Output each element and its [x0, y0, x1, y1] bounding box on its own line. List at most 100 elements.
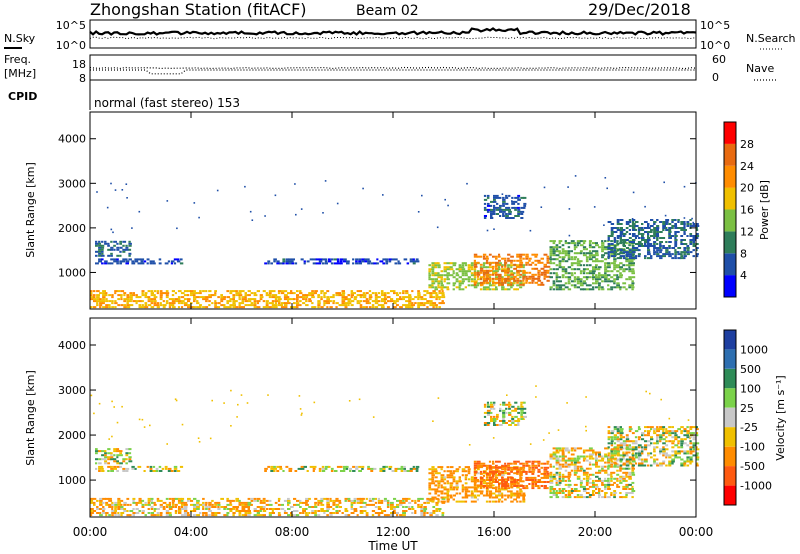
power-cell-371 — [296, 296, 299, 299]
velocity-cell-2047 — [680, 444, 683, 447]
power-cell-336 — [277, 300, 281, 303]
velocity-cell-1155 — [501, 483, 505, 485]
power-cell-735 — [282, 258, 285, 261]
power-cell-554 — [408, 300, 412, 303]
velocity-cell-2089 — [689, 428, 693, 431]
velocity-cell-603 — [113, 448, 117, 451]
velocity-cell-907 — [470, 480, 475, 483]
power-cell-483 — [365, 298, 369, 301]
power-cell-472 — [359, 296, 363, 299]
power-cell-914 — [458, 264, 462, 267]
power-cell-15 — [96, 298, 100, 301]
power-cell-1289 — [543, 273, 547, 276]
velocity-cell-1611 — [598, 496, 601, 499]
power-cell-374 — [299, 304, 302, 307]
power-cell-552 — [408, 304, 412, 307]
power-cell-1744 — [625, 268, 628, 271]
power-cell-1235 — [522, 269, 525, 272]
velocity-cell-575 — [95, 450, 99, 453]
power-cell-1947 — [650, 257, 653, 260]
power-cell-1693 — [613, 278, 617, 281]
velocity-cell-2061 — [683, 434, 687, 437]
velocity-cell-496 — [393, 510, 396, 512]
power-cell-395 — [311, 294, 315, 297]
power-cell-1420 — [552, 252, 556, 255]
velocity-cell-1498 — [570, 459, 575, 462]
velocity-cell-259 — [238, 501, 242, 504]
velocity-cell-555 — [429, 499, 433, 502]
velocity-cell-78 — [132, 512, 137, 514]
velocity-cell-2139 — [230, 425, 232, 427]
velocity-cell-274 — [247, 512, 252, 514]
velocity-cell-1285 — [546, 470, 549, 473]
power-cell-1526 — [576, 280, 581, 283]
velocity-cell-1732 — [622, 447, 625, 450]
velocity-cell-18 — [99, 503, 103, 506]
velocity-cell-329 — [283, 512, 288, 514]
velocity-cell-1503 — [573, 496, 577, 499]
velocity-cell-2137 — [98, 402, 101, 405]
velocity-cell-1796 — [610, 442, 613, 445]
power-cell-530 — [393, 290, 396, 293]
velocity-cell-1230 — [528, 466, 532, 469]
power-cell-459 — [350, 294, 354, 297]
power-cell-512 — [380, 290, 384, 293]
power-cell-603 — [435, 294, 439, 297]
velocity-cell-1627 — [601, 483, 605, 486]
velocity-cell-231 — [223, 514, 227, 517]
velocity-cell-183 — [193, 508, 197, 510]
velocity-cell-1530 — [576, 447, 581, 450]
velocity-cell-646 — [125, 467, 130, 470]
power-cell-35 — [105, 300, 108, 303]
power-colorbar-tick-6: 28 — [740, 138, 754, 151]
velocity-cell-1109 — [482, 479, 486, 481]
velocity-cell-1711 — [619, 477, 623, 480]
velocity-cell-130 — [165, 514, 169, 517]
velocity-cell-1660 — [607, 465, 611, 468]
velocity-cell-1519 — [576, 494, 580, 496]
power-cell-1474 — [564, 272, 568, 275]
velocity-cell-2077 — [689, 460, 694, 463]
power-cell-2045 — [674, 241, 678, 243]
power-cell-2013 — [665, 227, 668, 229]
power-cell-1450 — [558, 260, 562, 263]
power-cell-2011 — [665, 241, 668, 243]
velocity-cell-351 — [299, 501, 303, 504]
power-cell-1203 — [510, 255, 514, 258]
power-cell-93 — [141, 304, 144, 307]
velocity-cell-1168 — [507, 487, 510, 490]
power-cell-748 — [303, 260, 306, 263]
velocity-cell-913 — [473, 490, 478, 493]
velocity-cell-418 — [338, 499, 342, 502]
velocity-cell-128 — [162, 506, 166, 508]
power-cell-892 — [452, 284, 456, 287]
power-cell-1262 — [531, 253, 535, 256]
velocity-cell-121 — [156, 497, 160, 500]
power-colorbar-tick-5: 24 — [740, 160, 754, 173]
power-colorbar-swatch-7 — [724, 122, 736, 144]
power-cell-768 — [333, 258, 338, 261]
velocity-cell-1396 — [552, 494, 557, 496]
velocity-cell-1322 — [496, 413, 499, 416]
power-cell-1694 — [613, 274, 617, 277]
velocity-cell-1505 — [573, 488, 578, 490]
power-cell-758 — [321, 262, 325, 265]
velocity-cell-2074 — [686, 430, 690, 433]
velocity-cell-1373 — [520, 405, 524, 408]
velocity-cell-216 — [211, 506, 215, 508]
power-cell-48 — [114, 306, 117, 309]
power-cell-1195 — [507, 257, 510, 260]
velocity-cell-1359 — [514, 401, 518, 404]
power-cell-1603 — [592, 256, 596, 259]
velocity-cell-1727 — [622, 463, 627, 466]
power-cell-1432 — [555, 274, 559, 277]
velocity-cell-495 — [393, 512, 397, 514]
velocity-cell-2125 — [557, 429, 560, 431]
power-cell-786 — [358, 258, 362, 261]
power-cell-999 — [488, 276, 492, 279]
power-cell-1157 — [495, 261, 499, 264]
power-cell-2066 — [680, 251, 684, 254]
power-cell-1085 — [522, 282, 526, 285]
velocity-cell-751 — [403, 465, 406, 468]
power-cell-191 — [193, 292, 197, 295]
